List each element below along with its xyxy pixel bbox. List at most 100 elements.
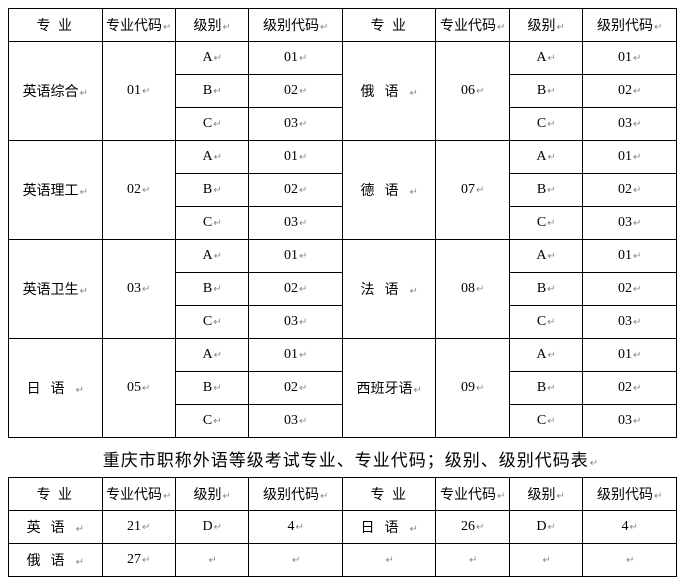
hdr2-major-l: 专 业 bbox=[9, 478, 103, 511]
hdr-major-l: 专 业 bbox=[9, 9, 103, 42]
level-code-cell: 02↵ bbox=[249, 75, 343, 108]
major-cell: 英语↵ bbox=[9, 511, 103, 544]
hdr-level-r: 级别↵ bbox=[509, 9, 582, 42]
level-code-cell: 02↵ bbox=[249, 372, 343, 405]
hdr2-level-code-r: 级别代码↵ bbox=[583, 478, 677, 511]
level-cell: A↵ bbox=[175, 42, 248, 75]
major-code-cell: 27↵ bbox=[102, 544, 175, 577]
major-cell: 俄语↵ bbox=[342, 42, 436, 141]
hdr-major-r: 专 业 bbox=[342, 9, 436, 42]
level-code-cell: ↵ bbox=[583, 544, 677, 577]
level-cell: A↵ bbox=[509, 141, 582, 174]
level-code-cell: 03↵ bbox=[249, 108, 343, 141]
level-code-cell: 01↵ bbox=[249, 42, 343, 75]
level-cell: B↵ bbox=[175, 75, 248, 108]
level-cell: B↵ bbox=[509, 273, 582, 306]
major-level-table-2: 专 业 专业代码↵ 级别↵ 级别代码↵ 专 业 专业代码↵ 级别↵ 级别代码↵ … bbox=[8, 477, 677, 577]
level-cell: A↵ bbox=[509, 42, 582, 75]
level-code-cell: 4↵ bbox=[249, 511, 343, 544]
level-cell: A↵ bbox=[175, 240, 248, 273]
level-code-cell: 03↵ bbox=[583, 108, 677, 141]
level-cell: ↵ bbox=[175, 544, 248, 577]
hdr-level-code-r: 级别代码↵ bbox=[583, 9, 677, 42]
hdr2-level-code-l: 级别代码↵ bbox=[249, 478, 343, 511]
level-cell: B↵ bbox=[509, 372, 582, 405]
level-code-cell: 03↵ bbox=[583, 405, 677, 438]
level-code-cell: 01↵ bbox=[249, 339, 343, 372]
table-row: 英语卫生↵03↵A↵01↵法语↵08↵A↵01↵ bbox=[9, 240, 677, 273]
major-cell: 英语综合↵ bbox=[9, 42, 103, 141]
level-cell: ↵ bbox=[509, 544, 582, 577]
major-code-cell: 09↵ bbox=[436, 339, 509, 438]
level-cell: C↵ bbox=[509, 108, 582, 141]
level-cell: A↵ bbox=[175, 141, 248, 174]
level-cell: C↵ bbox=[509, 207, 582, 240]
level-cell: B↵ bbox=[509, 174, 582, 207]
major-level-table-1: 专 业 专业代码↵ 级别↵ 级别代码↵ 专 业 专业代码↵ 级别↵ 级别代码↵ … bbox=[8, 8, 677, 438]
level-code-cell: 01↵ bbox=[583, 339, 677, 372]
major-cell: 俄语↵ bbox=[9, 544, 103, 577]
major-code-cell: 01↵ bbox=[102, 42, 175, 141]
level-code-cell: 02↵ bbox=[249, 273, 343, 306]
major-cell: 英语卫生↵ bbox=[9, 240, 103, 339]
level-code-cell: 03↵ bbox=[583, 207, 677, 240]
hdr2-major-r: 专 业 bbox=[342, 478, 436, 511]
level-code-cell: 03↵ bbox=[249, 405, 343, 438]
level-cell: D↵ bbox=[175, 511, 248, 544]
level-code-cell: 01↵ bbox=[583, 42, 677, 75]
table-row: 俄语↵27↵↵↵↵↵↵↵ bbox=[9, 544, 677, 577]
level-code-cell: ↵ bbox=[249, 544, 343, 577]
hdr-level-code-l: 级别代码↵ bbox=[249, 9, 343, 42]
table-header-row: 专 业 专业代码↵ 级别↵ 级别代码↵ 专 业 专业代码↵ 级别↵ 级别代码↵ bbox=[9, 478, 677, 511]
hdr-level-l: 级别↵ bbox=[175, 9, 248, 42]
major-code-cell: 08↵ bbox=[436, 240, 509, 339]
level-cell: D↵ bbox=[509, 511, 582, 544]
hdr-major-code-l: 专业代码↵ bbox=[102, 9, 175, 42]
hdr2-major-code-l: 专业代码↵ bbox=[102, 478, 175, 511]
level-cell: C↵ bbox=[175, 405, 248, 438]
level-code-cell: 4↵ bbox=[583, 511, 677, 544]
level-code-cell: 02↵ bbox=[249, 174, 343, 207]
hdr2-level-r: 级别↵ bbox=[509, 478, 582, 511]
major-code-cell: 07↵ bbox=[436, 141, 509, 240]
level-code-cell: 02↵ bbox=[583, 273, 677, 306]
table-row: 英语综合↵01↵A↵01↵俄语↵06↵A↵01↵ bbox=[9, 42, 677, 75]
level-cell: C↵ bbox=[509, 405, 582, 438]
level-cell: B↵ bbox=[175, 372, 248, 405]
major-code-cell: 02↵ bbox=[102, 141, 175, 240]
major-cell: 法语↵ bbox=[342, 240, 436, 339]
level-cell: B↵ bbox=[175, 273, 248, 306]
level-code-cell: 02↵ bbox=[583, 75, 677, 108]
level-cell: C↵ bbox=[175, 108, 248, 141]
level-code-cell: 01↵ bbox=[583, 240, 677, 273]
level-cell: B↵ bbox=[175, 174, 248, 207]
level-cell: A↵ bbox=[175, 339, 248, 372]
major-cell: 英语理工↵ bbox=[9, 141, 103, 240]
level-cell: C↵ bbox=[175, 207, 248, 240]
major-cell: 日语↵ bbox=[342, 511, 436, 544]
table-header-row: 专 业 专业代码↵ 级别↵ 级别代码↵ 专 业 专业代码↵ 级别↵ 级别代码↵ bbox=[9, 9, 677, 42]
level-code-cell: 01↵ bbox=[249, 240, 343, 273]
major-code-cell: 05↵ bbox=[102, 339, 175, 438]
table-row: 英语↵21↵D↵4↵日语↵26↵D↵4↵ bbox=[9, 511, 677, 544]
major-cell: ↵ bbox=[342, 544, 436, 577]
major-cell: 德语↵ bbox=[342, 141, 436, 240]
major-cell: 日语↵ bbox=[9, 339, 103, 438]
hdr2-major-code-r: 专业代码↵ bbox=[436, 478, 509, 511]
level-code-cell: 03↵ bbox=[583, 306, 677, 339]
level-code-cell: 03↵ bbox=[249, 306, 343, 339]
level-cell: B↵ bbox=[509, 75, 582, 108]
hdr2-level-l: 级别↵ bbox=[175, 478, 248, 511]
major-code-cell: 21↵ bbox=[102, 511, 175, 544]
table-row: 日语↵05↵A↵01↵西班牙语↵09↵A↵01↵ bbox=[9, 339, 677, 372]
major-code-cell: ↵ bbox=[436, 544, 509, 577]
level-cell: A↵ bbox=[509, 339, 582, 372]
caption-text: 重庆市职称外语等级考试专业、专业代码；级别、级别代码表↵ bbox=[8, 446, 677, 471]
major-cell: 西班牙语↵ bbox=[342, 339, 436, 438]
level-code-cell: 02↵ bbox=[583, 372, 677, 405]
level-code-cell: 01↵ bbox=[249, 141, 343, 174]
table-row: 英语理工↵02↵A↵01↵德语↵07↵A↵01↵ bbox=[9, 141, 677, 174]
level-cell: A↵ bbox=[509, 240, 582, 273]
major-code-cell: 03↵ bbox=[102, 240, 175, 339]
major-code-cell: 26↵ bbox=[436, 511, 509, 544]
